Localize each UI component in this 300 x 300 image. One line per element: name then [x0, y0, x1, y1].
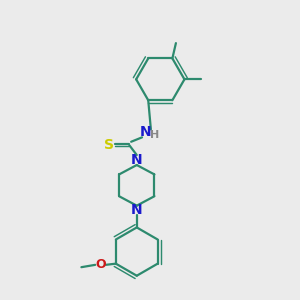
Text: N: N: [131, 203, 142, 218]
Text: O: O: [95, 258, 106, 271]
Text: H: H: [150, 130, 159, 140]
Text: S: S: [104, 138, 114, 152]
Text: N: N: [140, 125, 152, 139]
Text: N: N: [131, 153, 142, 167]
